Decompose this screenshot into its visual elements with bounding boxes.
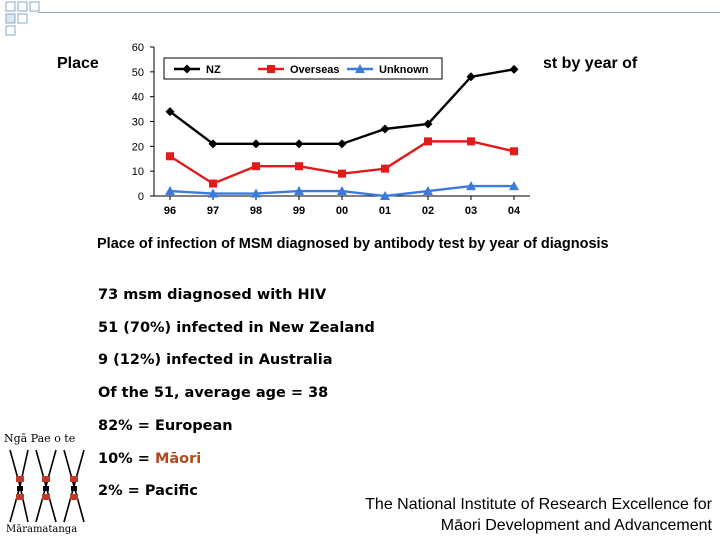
data-point-overseas: [295, 162, 303, 171]
data-point-overseas: [510, 147, 518, 156]
legend-label: NZ: [206, 64, 221, 76]
stat-maori-prefix: 10% =: [98, 451, 155, 467]
header-divider: [38, 12, 720, 13]
institute-line-1: The National Institute of Research Excel…: [365, 496, 712, 513]
carved-pattern-icon: [9, 449, 85, 523]
x-tick-label: 03: [465, 205, 477, 217]
data-point-unknown: [466, 181, 476, 191]
institute-logo: Ngā Pae o te Māramatanga: [4, 432, 96, 538]
y-tick-label: 40: [132, 92, 144, 104]
stat-line-1: 73 msm diagnosed with HIV: [98, 287, 327, 303]
logo-top-text: Ngā Pae o te: [4, 432, 76, 445]
data-point-overseas: [381, 164, 389, 173]
x-tick-label: 04: [508, 205, 521, 217]
data-point-nz: [380, 124, 390, 134]
x-tick-label: 99: [293, 205, 305, 217]
decorative-checker-pattern: [5, 1, 40, 36]
slide-title-end: st by year of: [543, 55, 638, 72]
data-point-nz: [423, 119, 433, 129]
institute-line-2: Māori Development and Advancement: [440, 517, 712, 534]
legend-marker-overseas: [267, 65, 275, 73]
data-point-overseas: [424, 137, 432, 146]
data-point-overseas: [252, 162, 260, 171]
y-tick-label: 0: [138, 191, 144, 203]
x-tick-label: 96: [164, 205, 176, 217]
data-point-nz: [509, 64, 519, 74]
legend-box: [163, 57, 443, 80]
stat-maori-word: Māori: [154, 451, 202, 467]
slide-title-start: Place: [57, 55, 99, 72]
data-point-nz: [466, 72, 476, 82]
stat-line-3: 9 (12%) infected in Australia: [98, 352, 333, 368]
data-point-unknown: [423, 186, 433, 196]
stat-line-7: 2% = Pacific: [98, 483, 198, 499]
data-point-unknown: [251, 188, 261, 198]
x-tick-label: 00: [336, 205, 348, 217]
stat-line-6: 10% = Māori: [98, 451, 201, 467]
y-tick-label: 50: [132, 67, 144, 79]
data-point-overseas: [166, 152, 174, 161]
x-tick-label: 02: [422, 205, 434, 217]
stat-line-5: 82% = European: [98, 418, 233, 434]
data-point-unknown: [165, 186, 175, 196]
data-point-nz: [337, 139, 347, 149]
chart-svg: 0 10 20 30 40 50 60 96 97 98 99 00 01 02 03 04 NZ Oversea…: [132, 42, 530, 217]
data-point-unknown: [380, 191, 390, 200]
data-point-unknown: [294, 186, 304, 196]
institute-name: The National Institute of Research Excel…: [365, 494, 712, 536]
stat-line-2: 51 (70%) infected in New Zealand: [98, 320, 375, 336]
chart-caption: Place of infection of MSM diagnosed by a…: [97, 236, 609, 252]
legend-label: Overseas: [290, 64, 340, 76]
data-point-nz: [165, 107, 175, 117]
stat-line-4: Of the 51, average age = 38: [98, 385, 329, 401]
x-tick-label: 01: [379, 205, 391, 217]
data-point-unknown: [509, 181, 519, 191]
data-point-unknown: [208, 188, 218, 198]
series-line-nz: [169, 68, 515, 146]
x-tick-label: 97: [207, 205, 219, 217]
data-point-nz: [208, 139, 218, 149]
y-tick-label: 10: [132, 166, 144, 178]
legend-label: Unknown: [379, 64, 429, 76]
y-tick-label: 20: [132, 141, 144, 153]
legend-marker-nz: [182, 64, 192, 74]
data-point-nz: [251, 139, 261, 149]
y-tick-label: 60: [132, 42, 144, 54]
x-tick-label: 98: [250, 205, 262, 217]
data-point-overseas: [467, 137, 475, 146]
data-point-overseas: [209, 179, 217, 188]
y-tick-label: 30: [132, 117, 144, 129]
legend-marker-unknown: [355, 64, 365, 73]
slide-title: Place st by year of: [57, 55, 677, 73]
data-point-overseas: [338, 169, 346, 178]
line-chart: 0 10 20 30 40 50 60 96 97 98 99 00 01 02 03 04 NZ Oversea…: [112, 40, 544, 218]
data-point-nz: [294, 139, 304, 149]
logo-bottom-text: Māramatanga: [6, 524, 78, 535]
data-point-unknown: [337, 186, 347, 196]
